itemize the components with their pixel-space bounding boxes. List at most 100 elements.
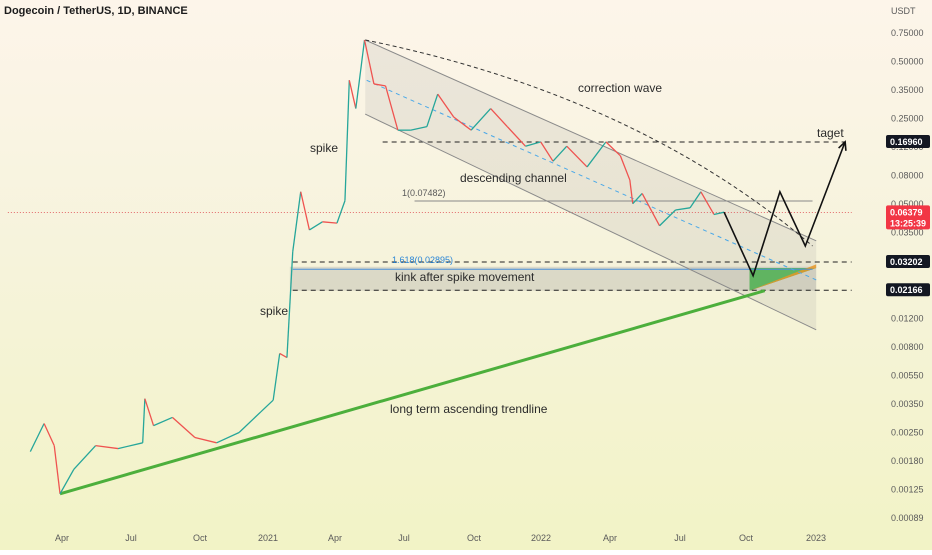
price-segment-16 <box>272 353 281 401</box>
x-tick-label-9: Jul <box>674 533 686 543</box>
price-segment-47 <box>641 193 661 227</box>
price-tag-bg-0 <box>886 135 930 149</box>
price-segment-20 <box>300 191 311 231</box>
price-segment-22 <box>322 221 338 224</box>
price-segment-10 <box>153 416 173 427</box>
price-tag-2: 0.03202 <box>886 255 930 269</box>
price-segment-21 <box>309 221 323 231</box>
orange-target-zone <box>749 264 817 291</box>
annotation-6: long term ascending trendline <box>390 402 548 416</box>
x-tick-label-6: Oct <box>467 533 482 543</box>
price-segment-17 <box>279 352 288 359</box>
x-tick-label-5: Jul <box>398 533 410 543</box>
y-tick-label-7: 0.03500 <box>891 228 924 238</box>
price-segment-50 <box>689 191 702 209</box>
price-segment-37 <box>506 126 526 147</box>
price-segment-52 <box>713 211 725 216</box>
annotation-1: taget <box>817 126 844 140</box>
y-tick-label-0: 0.75000 <box>891 28 924 38</box>
y-tick-label-11: 0.00800 <box>891 342 924 352</box>
price-segment-45 <box>629 179 634 204</box>
y-tick-label-5: 0.08000 <box>891 171 924 181</box>
projection-arrow <box>838 140 847 151</box>
channel-mid-line <box>366 79 817 281</box>
price-segment-33 <box>437 93 455 118</box>
y-tick-label-6: 0.05000 <box>891 199 924 209</box>
x-tick-label-1: Jul <box>125 533 137 543</box>
price-segment-4 <box>59 468 75 495</box>
y-tick-label-13: 0.00350 <box>891 399 924 409</box>
y-tick-label-2: 0.35000 <box>891 85 924 95</box>
y-tick-label-14: 0.00250 <box>891 427 924 437</box>
annotation-7: 1(0.07482) <box>402 188 446 198</box>
price-segment-28 <box>373 83 386 87</box>
price-tag-bg-3 <box>886 283 930 297</box>
y-tick-label-16: 0.00125 <box>891 484 924 494</box>
x-tick-label-11: 2023 <box>806 533 826 543</box>
price-tag-value-1: 0.06379 <box>890 207 923 217</box>
x-tick-label-7: 2022 <box>531 533 551 543</box>
annotation-8: 1.618(0.02895) <box>392 255 453 265</box>
price-segment-3 <box>53 445 61 494</box>
price-segment-8 <box>142 398 146 443</box>
price-tag-value-2: 0.03202 <box>890 257 923 267</box>
price-segment-11 <box>171 416 196 438</box>
annotation-4: descending channel <box>460 171 567 185</box>
x-tick-label-8: Apr <box>603 533 617 543</box>
annotation-0: correction wave <box>578 81 662 95</box>
x-tick-label-10: Oct <box>739 533 754 543</box>
price-segment-40 <box>552 145 568 162</box>
kink-zone <box>289 266 817 291</box>
price-segment-49 <box>675 207 691 211</box>
price-segment-25 <box>348 80 357 109</box>
price-tag-3: 0.02166 <box>886 283 930 297</box>
price-tag-value-0: 0.16960 <box>890 137 923 147</box>
price-tag-value-3: 0.02166 <box>890 285 923 295</box>
price-segment-46 <box>632 193 643 205</box>
price-segment-51 <box>700 191 715 215</box>
chart-title: Dogecoin / TetherUS, 1D, BINANCE <box>4 5 188 17</box>
price-segment-13 <box>216 431 240 444</box>
price-segment-35 <box>470 108 492 131</box>
channel-fill <box>365 40 817 330</box>
price-tag-bg-1 <box>886 205 930 230</box>
price-segment-36 <box>490 108 508 128</box>
x-tick-label-0: Apr <box>55 533 69 543</box>
y-tick-label-10: 0.01200 <box>891 313 924 323</box>
price-segment-44 <box>619 155 631 181</box>
y-tick-label-15: 0.00180 <box>891 456 924 466</box>
price-segment-5 <box>73 445 97 470</box>
x-tick-label-4: Apr <box>328 533 342 543</box>
price-segment-14 <box>238 411 262 433</box>
price-segment-23 <box>336 200 346 224</box>
channel-upper-line <box>364 39 817 242</box>
price-segment-1 <box>29 423 45 452</box>
channel-lower-line <box>364 113 817 331</box>
price-segment-48 <box>659 209 676 227</box>
y-tick-label-1: 0.50000 <box>891 57 924 67</box>
projection-path <box>723 141 846 278</box>
price-segment-19 <box>292 191 302 252</box>
price-segment-43 <box>605 141 621 157</box>
price-segment-29 <box>384 85 399 131</box>
price-tag-0: 0.16960 <box>886 135 930 149</box>
price-segment-6 <box>95 444 119 450</box>
x-tick-label-2: Oct <box>193 533 208 543</box>
annotation-2: spike <box>310 141 338 155</box>
price-segment-2 <box>43 423 55 446</box>
price-segment-9 <box>144 398 155 426</box>
price-segment-7 <box>117 442 143 450</box>
price-segment-24 <box>344 80 350 201</box>
price-segment-38 <box>525 141 541 147</box>
price-segment-18 <box>286 251 294 358</box>
currency-label: USDT <box>891 6 916 16</box>
price-segment-15 <box>260 399 274 413</box>
x-tick-label-3: 2021 <box>258 533 278 543</box>
price-tag-timer-1: 13:25:39 <box>890 218 926 228</box>
price-segment-32 <box>426 93 439 127</box>
annotation-5: kink after spike movement <box>395 270 535 284</box>
correction-wave-curve <box>365 39 813 247</box>
